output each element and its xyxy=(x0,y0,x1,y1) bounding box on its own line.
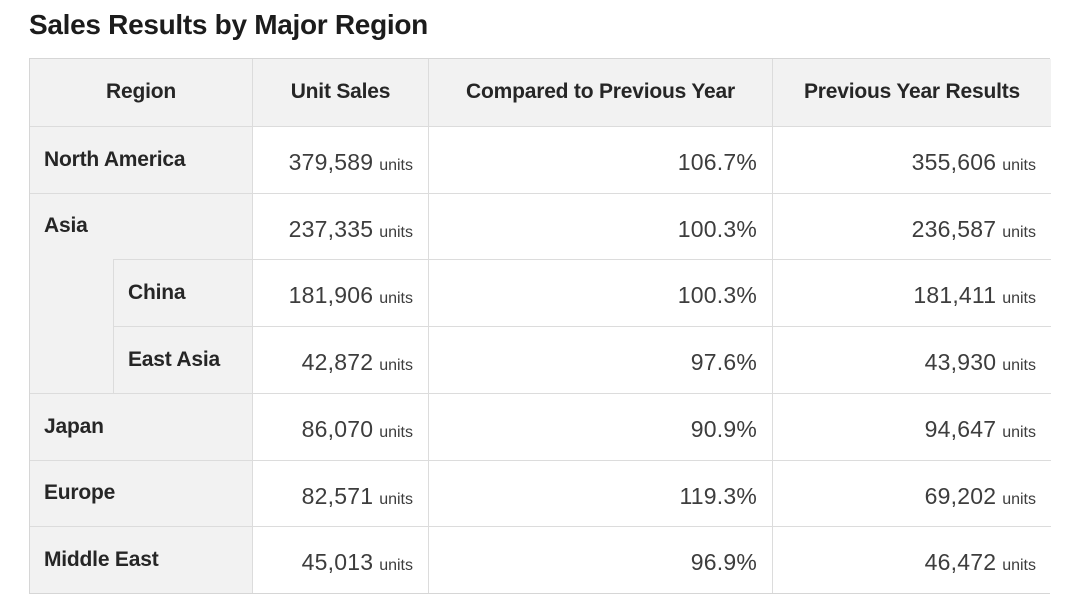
units-suffix: units xyxy=(379,423,413,441)
units-suffix: units xyxy=(379,290,413,308)
units-suffix: units xyxy=(1002,156,1036,174)
units-suffix: units xyxy=(1002,357,1036,374)
region-cell-north-america: North America xyxy=(30,125,252,193)
compared-cell: 100.3% xyxy=(428,259,772,326)
region-cell-europe: Europe xyxy=(30,459,252,527)
units-suffix: units xyxy=(379,557,413,575)
units-suffix: units xyxy=(379,223,413,241)
compared-cell: 96.9% xyxy=(428,526,772,593)
units-suffix: units xyxy=(379,357,413,374)
region-cell-east-asia: East Asia xyxy=(113,326,252,393)
previous-value: 69,202 xyxy=(924,482,997,509)
previous-cell: 69,202 units xyxy=(772,459,1051,527)
compared-value: 90.9% xyxy=(690,415,757,442)
sales-results-table: Region Unit Sales Compared to Previous Y… xyxy=(29,58,1051,594)
previous-cell: 236,587 units xyxy=(772,192,1051,260)
units-suffix: units xyxy=(1002,223,1036,241)
compared-value: 100.3% xyxy=(677,215,757,242)
unit-sales-cell: 42,872 units xyxy=(252,326,428,393)
region-cell-middle-east: Middle East xyxy=(30,526,252,593)
units-suffix: units xyxy=(379,156,413,174)
compared-value: 96.9% xyxy=(690,549,757,576)
region-cell-asia: Asia xyxy=(30,192,252,260)
header-cell-region: Region xyxy=(30,59,252,126)
previous-cell: 46,472 units xyxy=(772,526,1051,593)
page-title: Sales Results by Major Region xyxy=(29,9,428,40)
previous-value: 236,587 xyxy=(911,215,997,242)
unit-sales-cell: 237,335 units xyxy=(252,192,428,260)
header-cell-unit-sales: Unit Sales xyxy=(252,59,428,126)
unit-sales-cell: 86,070 units xyxy=(252,392,428,460)
unit-sales-value: 379,589 xyxy=(288,148,374,175)
units-suffix: units xyxy=(1002,557,1036,575)
unit-sales-cell: 45,013 units xyxy=(252,526,428,593)
previous-value: 94,647 xyxy=(924,415,997,442)
previous-value: 46,472 xyxy=(924,549,997,576)
unit-sales-value: 45,013 xyxy=(301,549,374,576)
previous-value: 43,930 xyxy=(924,349,997,375)
unit-sales-value: 237,335 xyxy=(288,215,374,242)
compared-value: 119.3% xyxy=(679,482,757,509)
units-suffix: units xyxy=(1002,423,1036,441)
previous-cell: 181,411 units xyxy=(772,259,1051,326)
compared-cell: 90.9% xyxy=(428,392,772,460)
previous-value: 355,606 xyxy=(911,148,997,175)
compared-value: 106.7% xyxy=(677,148,757,175)
unit-sales-cell: 82,571 units xyxy=(252,459,428,527)
unit-sales-value: 86,070 xyxy=(301,415,374,442)
unit-sales-cell: 379,589 units xyxy=(252,125,428,193)
header-cell-previous: Previous Year Results xyxy=(772,59,1051,126)
previous-cell: 43,930 units xyxy=(772,326,1051,393)
units-suffix: units xyxy=(1002,490,1036,508)
compared-cell: 106.7% xyxy=(428,125,772,193)
compared-cell: 100.3% xyxy=(428,192,772,260)
previous-value: 181,411 xyxy=(913,282,997,309)
unit-sales-value: 181,906 xyxy=(288,282,374,309)
unit-sales-value: 82,571 xyxy=(301,482,374,509)
previous-cell: 94,647 units xyxy=(772,392,1051,460)
compared-cell: 97.6% xyxy=(428,326,772,393)
compared-value: 97.6% xyxy=(690,349,757,375)
unit-sales-value: 42,872 xyxy=(301,349,374,375)
unit-sales-cell: 181,906 units xyxy=(252,259,428,326)
compared-cell: 119.3% xyxy=(428,459,772,527)
units-suffix: units xyxy=(379,490,413,508)
header-cell-compared: Compared to Previous Year xyxy=(428,59,772,126)
units-suffix: units xyxy=(1002,290,1036,308)
asia-subrow-indent-spacer xyxy=(30,259,113,393)
previous-cell: 355,606 units xyxy=(772,125,1051,193)
region-cell-japan: Japan xyxy=(30,392,252,460)
compared-value: 100.3% xyxy=(677,282,757,309)
region-cell-china: China xyxy=(113,259,252,326)
